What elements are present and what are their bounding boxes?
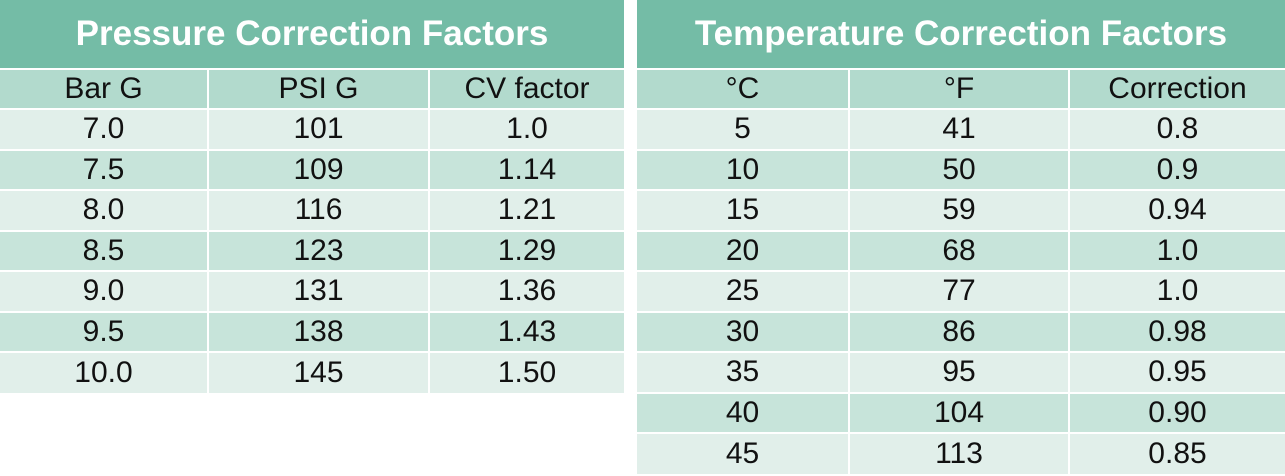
table-row: 45 113 0.85 xyxy=(637,432,1285,474)
table-cell: 1.43 xyxy=(428,310,624,352)
table-cell: 25 xyxy=(637,270,849,312)
table-cell: 131 xyxy=(207,270,429,312)
column-header-bar-g: Bar G xyxy=(64,72,143,105)
table-cell: 138 xyxy=(207,310,429,352)
table-row: 5 41 0.8 xyxy=(637,108,1285,150)
table-cell: 10 xyxy=(637,148,849,190)
table-cell: 45 xyxy=(637,432,849,474)
table-cell: 59 xyxy=(848,189,1069,231)
table-cell: 116 xyxy=(207,189,429,231)
table-cell: 0.9 xyxy=(1068,148,1285,190)
table-cell: 9.5 xyxy=(0,310,208,352)
table-row: 9.5 138 1.43 xyxy=(0,310,624,352)
table-cell: 1.29 xyxy=(428,229,624,271)
table-row: 15 59 0.94 xyxy=(637,189,1285,231)
table-cell: 77 xyxy=(848,270,1069,312)
table-cell: 68 xyxy=(848,229,1069,271)
table-row: 9.0 131 1.36 xyxy=(0,270,624,312)
temperature-correction-panel: Temperature Correction Factors °C °F Cor… xyxy=(637,0,1285,474)
table-cell: 35 xyxy=(637,351,849,393)
table-cell: 0.98 xyxy=(1068,310,1285,352)
table-cell: 123 xyxy=(207,229,429,271)
table-cell: 8.5 xyxy=(0,229,208,271)
table-cell: 10.0 xyxy=(0,351,208,393)
table-cell: 15 xyxy=(637,189,849,231)
table-cell: 1.0 xyxy=(1068,270,1285,312)
column-header-fahrenheit: °F xyxy=(848,70,1069,109)
table-cell: 20 xyxy=(637,229,849,271)
table-row: 8.5 123 1.29 xyxy=(0,229,624,271)
column-header-correction: Correction xyxy=(1068,70,1285,109)
table-cell: 0.85 xyxy=(1068,432,1285,474)
table-cell: 113 xyxy=(848,432,1069,474)
table-cell: 1.0 xyxy=(1068,229,1285,271)
table-row: 25 77 1.0 xyxy=(637,270,1285,312)
temperature-table-title: Temperature Correction Factors xyxy=(637,0,1285,70)
table-cell: 30 xyxy=(637,310,849,352)
table-cell: 1.14 xyxy=(428,148,624,190)
table-cell: 95 xyxy=(848,351,1069,393)
table-cell: 0.95 xyxy=(1068,351,1285,393)
table-cell: 7.0 xyxy=(0,108,208,150)
table-row: 10 50 0.9 xyxy=(637,148,1285,190)
table-cell: 145 xyxy=(207,351,429,393)
table-cell: 40 xyxy=(637,391,849,433)
table-cell: 104 xyxy=(848,391,1069,433)
table-cell: 0.94 xyxy=(1068,189,1285,231)
table-row: 20 68 1.0 xyxy=(637,229,1285,271)
table-cell: 41 xyxy=(848,108,1069,150)
pressure-correction-table: Bar G PSI G CV factor 7.0 101 1.0 7.5 109 1.1… xyxy=(0,70,624,393)
table-cell: 1.36 xyxy=(428,270,624,312)
table-row: 10.0 145 1.50 xyxy=(0,351,624,393)
table-cell: 109 xyxy=(207,148,429,190)
table-row: 7.5 109 1.14 xyxy=(0,148,624,190)
table-row: 30 86 0.98 xyxy=(637,310,1285,352)
table-row: 7.0 101 1.0 xyxy=(0,108,624,150)
table-cell: 0.8 xyxy=(1068,108,1285,150)
table-header-row: °C °F Correction xyxy=(637,70,1285,109)
pressure-table-title: Pressure Correction Factors xyxy=(0,0,624,70)
table-cell: 7.5 xyxy=(0,148,208,190)
table-cell: 1.0 xyxy=(428,108,624,150)
table-cell: 1.50 xyxy=(428,351,624,393)
column-header-psi-g: PSI G xyxy=(207,70,429,109)
column-header-cv-factor: CV factor xyxy=(428,70,624,109)
temperature-correction-table: °C °F Correction 5 41 0.8 10 50 0.9 15 59 0.94 20… xyxy=(637,70,1285,474)
table-row: 8.0 116 1.21 xyxy=(0,189,624,231)
table-cell: 8.0 xyxy=(0,189,208,231)
column-header-celsius: °C xyxy=(725,72,760,105)
pressure-correction-panel: Pressure Correction Factors Bar G PSI G … xyxy=(0,0,624,393)
table-cell: 1.21 xyxy=(428,189,624,231)
table-cell: 9.0 xyxy=(0,270,208,312)
table-cell: 50 xyxy=(848,148,1069,190)
table-cell: 5 xyxy=(637,108,849,150)
table-cell: 101 xyxy=(207,108,429,150)
table-row: 40 104 0.90 xyxy=(637,391,1285,433)
table-cell: 86 xyxy=(848,310,1069,352)
table-header-row: Bar G PSI G CV factor xyxy=(0,70,624,109)
table-cell: 0.90 xyxy=(1068,391,1285,433)
table-row: 35 95 0.95 xyxy=(637,351,1285,393)
